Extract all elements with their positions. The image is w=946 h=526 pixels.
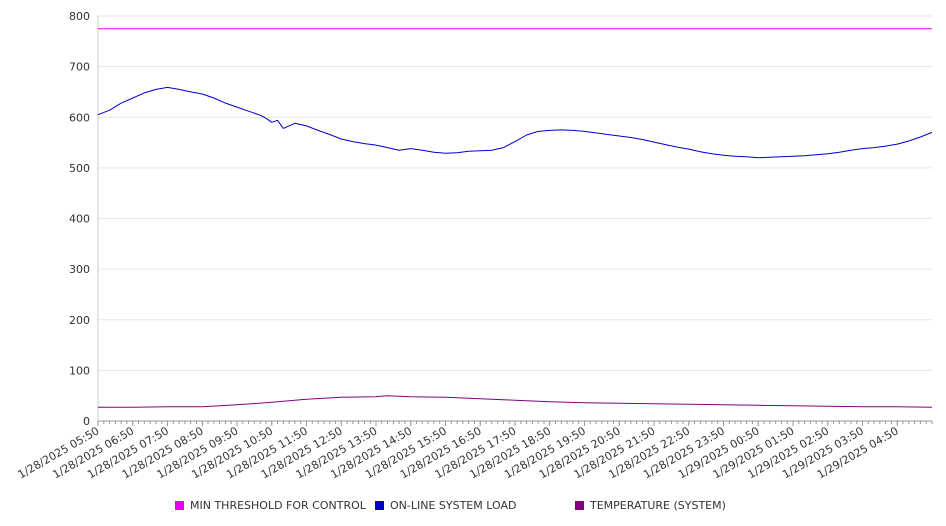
legend-label: TEMPERATURE (SYSTEM): [589, 499, 726, 512]
series-line-temperature-system: [98, 395, 933, 408]
y-tick-label: 800: [69, 10, 90, 23]
grid: [98, 15, 932, 371]
series-lines: [97, 28, 933, 408]
y-tick-label: 700: [69, 61, 90, 74]
y-tick-label: 600: [69, 111, 90, 124]
y-tick-label: 400: [69, 213, 90, 226]
y-tick-label: 0: [83, 415, 90, 428]
y-tick-label: 300: [69, 263, 90, 276]
legend-item[interactable]: ON-LINE SYSTEM LOAD: [375, 499, 516, 512]
series-line-on-line-system-load: [97, 86, 933, 159]
legend-swatch: [375, 501, 384, 510]
y-tick-label: 200: [69, 314, 90, 327]
legend-item[interactable]: MIN THRESHOLD FOR CONTROL: [175, 499, 367, 512]
axes: [97, 16, 933, 426]
legend-swatch: [175, 501, 184, 510]
legend-swatch: [575, 501, 584, 510]
y-tick-label: 500: [69, 162, 90, 175]
y-axis-ticks: 0 100 200 300 400 500 600 700 800: [69, 10, 90, 428]
legend-label: ON-LINE SYSTEM LOAD: [390, 499, 516, 512]
legend: MIN THRESHOLD FOR CONTROL ON-LINE SYSTEM …: [175, 499, 726, 512]
y-tick-label: 100: [69, 364, 90, 377]
x-axis-ticks: 1/28/2025 05:501/28/2025 06:501/28/2025 …: [16, 424, 901, 481]
legend-item[interactable]: TEMPERATURE (SYSTEM): [575, 499, 726, 512]
legend-label: MIN THRESHOLD FOR CONTROL: [190, 499, 367, 512]
